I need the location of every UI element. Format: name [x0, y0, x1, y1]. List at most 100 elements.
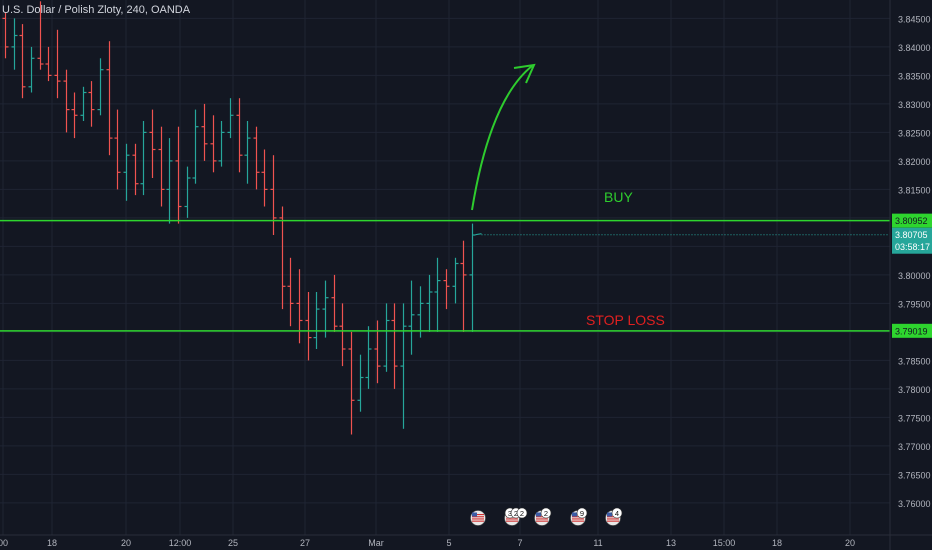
ohlc-bar[interactable]	[149, 109, 156, 178]
ohlc-bar[interactable]	[37, 1, 44, 70]
ohlc-bar[interactable]	[426, 274, 433, 332]
ohlc-bar[interactable]	[106, 41, 113, 156]
ohlc-bar[interactable]	[270, 155, 277, 235]
time-axis[interactable]: 00 18 20 12:00 25 27 Mar 5 7 11 13 15:00 18 20	[0, 534, 932, 548]
ohlc-bar[interactable]	[279, 206, 286, 310]
current-price-tag-bg	[892, 227, 932, 254]
x-tick-label: 7	[517, 538, 522, 548]
flag-stripe	[607, 518, 619, 520]
x-tick-label: 15:00	[713, 538, 736, 548]
ohlc-bar[interactable]	[400, 303, 407, 429]
current-price-label: 3.80705	[895, 230, 928, 240]
ohlc-bar[interactable]	[469, 223, 476, 332]
ohlc-bar[interactable]	[63, 69, 70, 133]
ohlc-bar[interactable]	[2, 12, 9, 59]
ohlc-bar[interactable]	[175, 126, 182, 224]
ohlc-bar[interactable]	[261, 149, 268, 207]
level-tag-label: 3.79019	[895, 326, 928, 336]
x-tick-label: 20	[121, 538, 131, 548]
annotations: BUY STOP LOSS	[471, 63, 665, 328]
ohlc-bar[interactable]	[383, 303, 390, 372]
count-label: 9	[580, 509, 584, 518]
y-tick-label: 3.83500	[898, 71, 931, 81]
ohlc-bar[interactable]	[132, 143, 139, 196]
ohlc-bar[interactable]	[218, 121, 225, 167]
flag-stripe	[536, 516, 548, 518]
y-tick-label: 3.78500	[898, 356, 931, 366]
count-label: 2	[520, 509, 524, 518]
ohlc-bar[interactable]	[287, 257, 294, 327]
ohlc-bar[interactable]	[460, 240, 467, 332]
y-tick-label: 3.79500	[898, 299, 931, 309]
count-bubble	[611, 507, 623, 519]
ohlc-bar[interactable]	[305, 292, 312, 361]
y-tick-label: 3.77500	[898, 413, 931, 423]
event-badge[interactable]	[470, 510, 486, 526]
ohlc-bar[interactable]	[313, 292, 320, 349]
ohlc-bar[interactable]	[11, 18, 18, 70]
ohlc-bar[interactable]	[80, 86, 87, 121]
ohlc-bar[interactable]	[201, 103, 208, 161]
x-tick-label: 00	[0, 538, 8, 548]
x-tick-label: 18	[47, 538, 57, 548]
flag-stripe	[472, 514, 484, 516]
stop-loss-label: STOP LOSS	[586, 312, 665, 328]
ohlc-bar[interactable]	[54, 29, 61, 99]
level-tag-bg	[892, 213, 932, 228]
y-tick-label: 3.78000	[898, 385, 931, 395]
ohlc-bar[interactable]	[227, 98, 234, 139]
ohlc-bar[interactable]	[322, 280, 329, 338]
level-tag-bg	[892, 323, 932, 338]
ohlc-bar[interactable]	[97, 58, 104, 116]
ohlc-bar[interactable]	[166, 138, 173, 224]
x-tick-label: 27	[300, 538, 310, 548]
ohlc-bar[interactable]	[348, 331, 355, 435]
ohlc-bar[interactable]	[253, 126, 260, 190]
event-badge[interactable]: 4	[605, 507, 623, 526]
x-tick-label: 25	[228, 538, 238, 548]
price-levels[interactable]	[0, 219, 890, 332]
ohlc-bar[interactable]	[236, 98, 243, 173]
ohlc-bar[interactable]	[19, 24, 26, 99]
ohlc-bar[interactable]	[114, 109, 121, 190]
ohlc-bar[interactable]	[88, 81, 95, 127]
flag-stripe	[506, 520, 518, 522]
flag-stripe	[536, 520, 548, 522]
event-badge[interactable]: 9	[570, 507, 588, 526]
ohlc-bar[interactable]	[365, 326, 372, 389]
ohlc-bar[interactable]	[434, 257, 441, 332]
ohlc-bar[interactable]	[71, 92, 78, 139]
ohlc-bar[interactable]	[331, 274, 338, 332]
count-label: 3	[508, 509, 512, 518]
flag-stripe	[472, 518, 484, 520]
ohlc-bar[interactable]	[45, 46, 52, 82]
x-tick-label: 5	[446, 538, 451, 548]
flag-stripe	[572, 520, 584, 522]
ohlc-bar[interactable]	[244, 121, 251, 184]
ohlc-bar[interactable]	[452, 257, 459, 304]
ohlc-bar[interactable]	[210, 115, 217, 173]
ohlc-bar[interactable]	[391, 303, 398, 389]
price-tags: 3.80952 3.79019 3.80705 03:58:17	[892, 213, 932, 338]
grid	[0, 0, 890, 535]
ohlc-bar[interactable]	[339, 303, 346, 367]
ohlc-bar[interactable]	[443, 269, 450, 310]
ohlc-bar[interactable]	[417, 286, 424, 338]
ohlc-bar[interactable]	[28, 46, 35, 93]
ohlc-bar[interactable]	[357, 354, 364, 412]
chart-title: U.S. Dollar / Polish Zloty, 240, OANDA	[2, 4, 191, 16]
ohlc-bar[interactable]	[184, 166, 191, 218]
event-badge[interactable]: 2	[534, 507, 552, 526]
count-bubble	[516, 507, 528, 519]
ohlc-bar[interactable]	[140, 121, 147, 196]
ohlc-bar[interactable]	[158, 126, 165, 207]
ohlc-bar[interactable]	[192, 109, 199, 184]
x-tick-label: 11	[593, 538, 602, 548]
flag-canton	[572, 512, 577, 517]
x-tick-label: 20	[845, 538, 855, 548]
ohlc-bar[interactable]	[408, 280, 415, 355]
ohlc-bar[interactable]	[123, 143, 130, 201]
